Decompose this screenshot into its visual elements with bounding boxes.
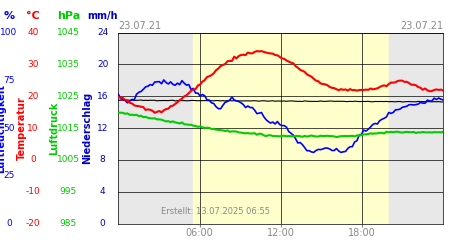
Text: 985: 985 bbox=[60, 219, 77, 228]
Text: 20: 20 bbox=[27, 92, 39, 101]
Text: Luftdruck: Luftdruck bbox=[49, 102, 59, 155]
Text: 50: 50 bbox=[3, 124, 15, 132]
Text: 1035: 1035 bbox=[57, 60, 80, 69]
Text: 1045: 1045 bbox=[57, 28, 80, 37]
Text: mm/h: mm/h bbox=[87, 11, 118, 21]
Text: 75: 75 bbox=[3, 76, 15, 85]
Text: 40: 40 bbox=[27, 28, 39, 37]
Text: %: % bbox=[4, 11, 14, 21]
Text: °C: °C bbox=[26, 11, 40, 21]
Text: 0: 0 bbox=[6, 219, 12, 228]
Text: Temperatur: Temperatur bbox=[17, 96, 27, 160]
Text: hPa: hPa bbox=[57, 11, 80, 21]
Text: 10: 10 bbox=[27, 124, 39, 132]
Bar bbox=[118, 32, 193, 224]
Text: 995: 995 bbox=[60, 188, 77, 196]
Text: 23.07.21: 23.07.21 bbox=[400, 20, 443, 30]
Text: 16: 16 bbox=[97, 92, 108, 101]
Text: 25: 25 bbox=[3, 172, 15, 180]
Text: 0: 0 bbox=[100, 219, 105, 228]
Text: Luftfeuchtigkeit: Luftfeuchtigkeit bbox=[0, 84, 6, 172]
Text: Niederschlag: Niederschlag bbox=[82, 92, 92, 164]
Text: 1015: 1015 bbox=[57, 124, 80, 132]
Bar bbox=[389, 32, 443, 224]
Text: 30: 30 bbox=[27, 60, 39, 69]
Text: 1025: 1025 bbox=[57, 92, 80, 101]
Text: 8: 8 bbox=[100, 156, 105, 164]
Text: 0: 0 bbox=[30, 156, 36, 164]
Text: Erstellt: 13.07.2025 06:55: Erstellt: 13.07.2025 06:55 bbox=[161, 207, 270, 216]
Text: 24: 24 bbox=[97, 28, 108, 37]
Text: 20: 20 bbox=[97, 60, 108, 69]
Text: 12: 12 bbox=[97, 124, 108, 132]
Text: 23.07.21: 23.07.21 bbox=[118, 20, 162, 30]
Text: -10: -10 bbox=[26, 188, 40, 196]
Text: 4: 4 bbox=[100, 188, 105, 196]
Text: 1005: 1005 bbox=[57, 156, 80, 164]
Text: 100: 100 bbox=[0, 28, 18, 37]
Text: -20: -20 bbox=[26, 219, 40, 228]
Bar bbox=[193, 32, 389, 224]
